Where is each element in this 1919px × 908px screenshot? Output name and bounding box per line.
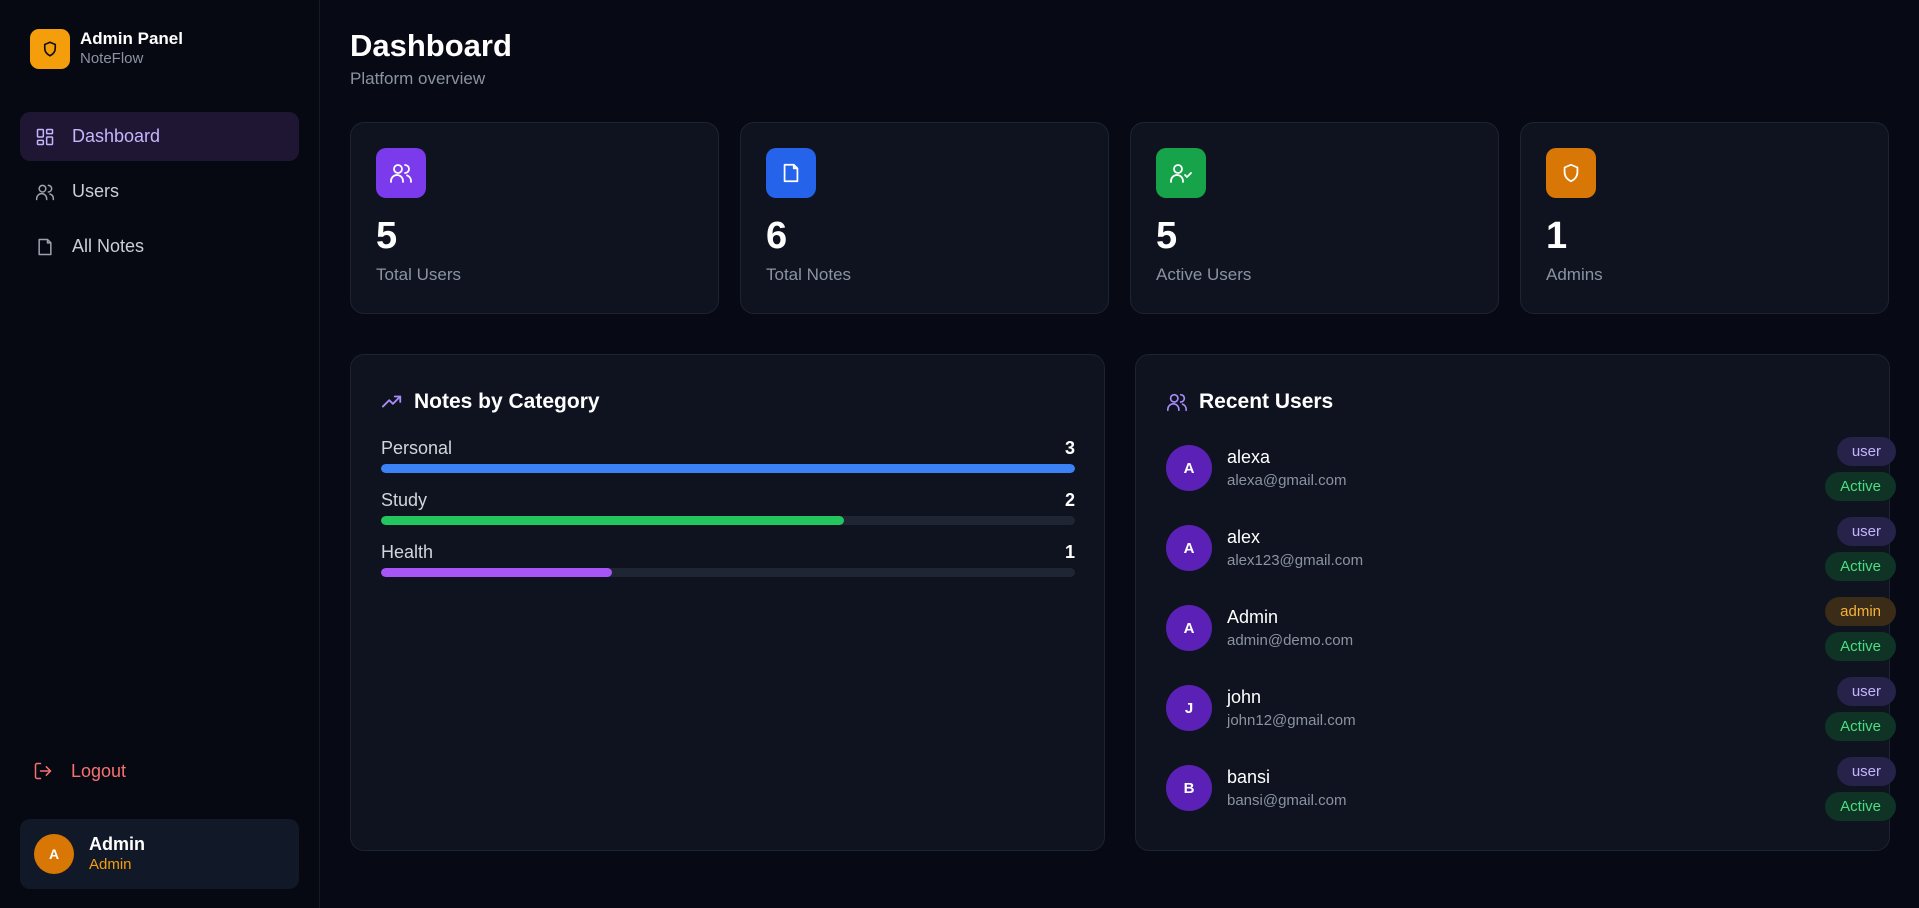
user-row[interactable]: A alexa alexa@gmail.com user Active bbox=[1166, 437, 1896, 517]
users-icon bbox=[1166, 390, 1190, 414]
category-row: Health 1 bbox=[381, 541, 1075, 577]
logout-icon bbox=[33, 760, 55, 782]
user-check-icon bbox=[1156, 148, 1206, 198]
user-row[interactable]: A alex alex123@gmail.com user Active bbox=[1166, 517, 1896, 597]
user-row[interactable]: J john john12@gmail.com user Active bbox=[1166, 677, 1896, 757]
sidebar-item-label: All Notes bbox=[72, 236, 145, 256]
sidebar-item-all-notes[interactable]: All Notes bbox=[20, 222, 299, 271]
status-badge: Active bbox=[1825, 632, 1896, 661]
role-badge: user bbox=[1836, 677, 1896, 706]
category-row: Personal 3 bbox=[381, 437, 1075, 473]
user-name: alex bbox=[1227, 527, 1261, 547]
category-progress-fill bbox=[381, 568, 613, 577]
category-progress-track bbox=[381, 464, 1075, 473]
status-badge: Active bbox=[1825, 552, 1896, 581]
note-icon bbox=[766, 148, 816, 198]
category-name: Study bbox=[381, 490, 428, 510]
user-name: bansi bbox=[1227, 767, 1271, 787]
stat-label: Total Users bbox=[376, 265, 462, 284]
trending-up-icon bbox=[381, 390, 405, 414]
role-badge: user bbox=[1836, 517, 1896, 546]
sidebar: Admin Panel NoteFlow Dashboard Users All… bbox=[0, 0, 320, 908]
shield-icon bbox=[30, 29, 70, 69]
stat-value: 5 bbox=[376, 215, 398, 257]
page-subtitle: Platform overview bbox=[350, 69, 486, 88]
stat-card-total-notes: 6 Total Notes bbox=[740, 122, 1109, 314]
note-icon bbox=[34, 236, 56, 258]
category-count: 3 bbox=[1064, 438, 1075, 458]
avatar: J bbox=[1166, 685, 1212, 731]
status-badge: Active bbox=[1825, 712, 1896, 741]
user-email: bansi@gmail.com bbox=[1227, 792, 1347, 809]
avatar: B bbox=[1166, 765, 1212, 811]
role-badge: user bbox=[1836, 437, 1896, 466]
user-email: admin@demo.com bbox=[1227, 632, 1354, 649]
avatar: A bbox=[1166, 445, 1212, 491]
stat-label: Total Notes bbox=[766, 265, 852, 284]
category-name: Personal bbox=[381, 438, 453, 458]
category-progress-track bbox=[381, 516, 1075, 525]
user-row[interactable]: B bansi bansi@gmail.com user Active bbox=[1166, 757, 1896, 837]
avatar: A bbox=[34, 834, 74, 874]
category-count: 2 bbox=[1064, 490, 1075, 510]
current-user-card[interactable]: A Admin Admin bbox=[20, 819, 299, 889]
sidebar-item-label: Users bbox=[72, 181, 120, 201]
sidebar-item-users[interactable]: Users bbox=[20, 167, 299, 216]
user-row[interactable]: A Admin admin@demo.com admin Active bbox=[1166, 597, 1896, 677]
current-user-name: Admin bbox=[89, 834, 145, 854]
stat-card-active-users: 5 Active Users bbox=[1130, 122, 1499, 314]
current-user-role: Admin bbox=[89, 856, 132, 873]
category-progress-fill bbox=[381, 464, 1075, 473]
sidebar-nav: Dashboard Users All Notes bbox=[20, 112, 299, 277]
user-email: alex123@gmail.com bbox=[1227, 552, 1364, 569]
page-title: Dashboard bbox=[350, 28, 512, 63]
sidebar-item-label: Dashboard bbox=[72, 126, 161, 146]
user-email: alexa@gmail.com bbox=[1227, 472, 1347, 489]
avatar: A bbox=[1166, 525, 1212, 571]
role-badge: user bbox=[1836, 757, 1896, 786]
brand-title: Admin Panel bbox=[80, 29, 183, 48]
user-name: john bbox=[1227, 687, 1262, 707]
logout-button[interactable]: Logout bbox=[33, 760, 126, 782]
user-email: john12@gmail.com bbox=[1227, 712, 1356, 729]
notes-by-category-panel: Notes by Category Personal 3 Study 2 Hea… bbox=[350, 354, 1105, 851]
category-progress-track bbox=[381, 568, 1075, 577]
shield-icon bbox=[1546, 148, 1596, 198]
user-name: alexa bbox=[1227, 447, 1271, 467]
stat-value: 6 bbox=[766, 215, 788, 257]
category-name: Health bbox=[381, 542, 434, 562]
logout-label: Logout bbox=[71, 760, 127, 781]
category-row: Study 2 bbox=[381, 489, 1075, 525]
users-icon bbox=[34, 181, 56, 203]
status-badge: Active bbox=[1825, 472, 1896, 501]
stat-value: 5 bbox=[1156, 215, 1178, 257]
role-badge: admin bbox=[1825, 597, 1896, 626]
brand-subtitle: NoteFlow bbox=[80, 50, 144, 67]
panel-title: Notes by Category bbox=[414, 390, 600, 413]
recent-users-list: A alexa alexa@gmail.com user Active A al… bbox=[1166, 437, 1896, 837]
stat-card-admins: 1 Admins bbox=[1520, 122, 1889, 314]
category-progress-fill bbox=[381, 516, 844, 525]
recent-users-panel: Recent Users A alexa alexa@gmail.com use… bbox=[1135, 354, 1896, 851]
stat-label: Admins bbox=[1546, 265, 1603, 284]
stat-card-total-users: 5 Total Users bbox=[350, 122, 719, 314]
stat-value: 1 bbox=[1546, 215, 1568, 257]
avatar: A bbox=[1166, 605, 1212, 651]
grid-icon bbox=[34, 126, 56, 148]
sidebar-item-dashboard[interactable]: Dashboard bbox=[20, 112, 299, 161]
brand: Admin Panel NoteFlow bbox=[30, 29, 183, 69]
category-list: Personal 3 Study 2 Health 1 bbox=[381, 437, 1075, 593]
panel-title: Recent Users bbox=[1199, 390, 1334, 413]
category-count: 1 bbox=[1064, 542, 1075, 562]
user-name: Admin bbox=[1227, 607, 1279, 627]
users-icon bbox=[376, 148, 426, 198]
stat-label: Active Users bbox=[1156, 265, 1252, 284]
status-badge: Active bbox=[1825, 792, 1896, 821]
